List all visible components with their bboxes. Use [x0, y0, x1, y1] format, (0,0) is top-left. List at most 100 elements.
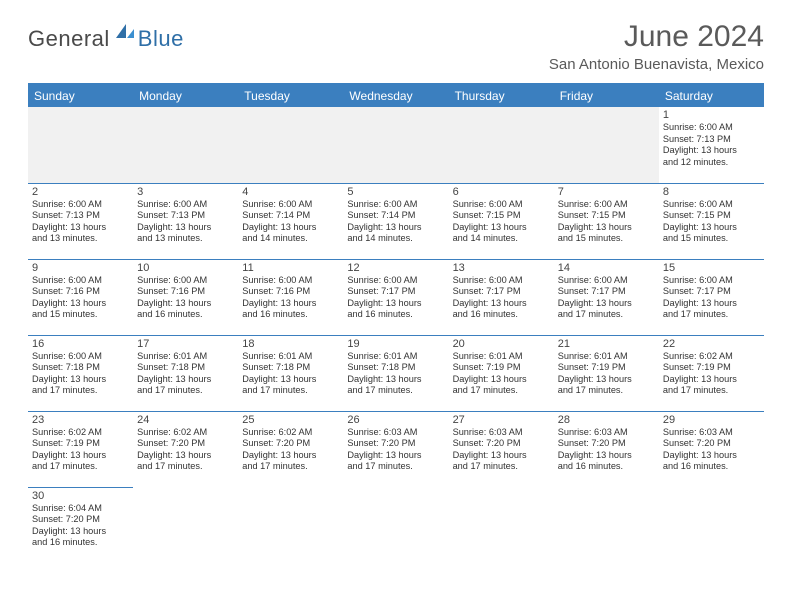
sunrise-text: Sunrise: 6:01 AM — [242, 351, 339, 363]
sunrise-text: Sunrise: 6:03 AM — [558, 427, 655, 439]
month-title: June 2024 — [549, 20, 764, 54]
day-number: 16 — [32, 338, 129, 350]
calendar-cell: 15Sunrise: 6:00 AMSunset: 7:17 PMDayligh… — [659, 259, 764, 335]
sunset-text: Sunset: 7:16 PM — [32, 286, 129, 298]
day-number: 19 — [347, 338, 444, 350]
day-number: 6 — [453, 186, 550, 198]
sunset-text: Sunset: 7:18 PM — [242, 362, 339, 374]
calendar-cell: 20Sunrise: 6:01 AMSunset: 7:19 PMDayligh… — [449, 335, 554, 411]
sunset-text: Sunset: 7:16 PM — [137, 286, 234, 298]
calendar-cell: 10Sunrise: 6:00 AMSunset: 7:16 PMDayligh… — [133, 259, 238, 335]
sunrise-text: Sunrise: 6:00 AM — [137, 199, 234, 211]
calendar-cell: 3Sunrise: 6:00 AMSunset: 7:13 PMDaylight… — [133, 183, 238, 259]
sunset-text: Sunset: 7:15 PM — [558, 210, 655, 222]
daylight-text: Daylight: 13 hours — [242, 222, 339, 234]
calendar-cell: 14Sunrise: 6:00 AMSunset: 7:17 PMDayligh… — [554, 259, 659, 335]
calendar-cell — [343, 487, 448, 563]
calendar-week-row: 16Sunrise: 6:00 AMSunset: 7:18 PMDayligh… — [28, 335, 764, 411]
sunset-text: Sunset: 7:18 PM — [32, 362, 129, 374]
calendar-cell: 9Sunrise: 6:00 AMSunset: 7:16 PMDaylight… — [28, 259, 133, 335]
day-number: 17 — [137, 338, 234, 350]
day-number: 11 — [242, 262, 339, 274]
sunset-text: Sunset: 7:19 PM — [32, 438, 129, 450]
daylight-text: and 17 minutes. — [137, 385, 234, 397]
daylight-text: Daylight: 13 hours — [558, 450, 655, 462]
daylight-text: and 16 minutes. — [347, 309, 444, 321]
daylight-text: and 16 minutes. — [663, 461, 760, 473]
day-number: 24 — [137, 414, 234, 426]
calendar-cell: 8Sunrise: 6:00 AMSunset: 7:15 PMDaylight… — [659, 183, 764, 259]
daylight-text: Daylight: 13 hours — [242, 450, 339, 462]
sunrise-text: Sunrise: 6:00 AM — [32, 275, 129, 287]
daylight-text: Daylight: 13 hours — [663, 145, 760, 157]
daylight-text: and 17 minutes. — [453, 385, 550, 397]
sunrise-text: Sunrise: 6:00 AM — [242, 275, 339, 287]
daylight-text: Daylight: 13 hours — [558, 298, 655, 310]
logo: General Blue — [28, 26, 184, 52]
daylight-text: Daylight: 13 hours — [137, 298, 234, 310]
day-number: 28 — [558, 414, 655, 426]
day-number: 29 — [663, 414, 760, 426]
day-number: 21 — [558, 338, 655, 350]
sunrise-text: Sunrise: 6:00 AM — [663, 199, 760, 211]
day-number: 13 — [453, 262, 550, 274]
day-number: 7 — [558, 186, 655, 198]
sunrise-text: Sunrise: 6:00 AM — [32, 351, 129, 363]
sunrise-text: Sunrise: 6:00 AM — [242, 199, 339, 211]
daylight-text: and 16 minutes. — [137, 309, 234, 321]
day-number: 27 — [453, 414, 550, 426]
daylight-text: and 17 minutes. — [242, 461, 339, 473]
sunset-text: Sunset: 7:13 PM — [137, 210, 234, 222]
sunset-text: Sunset: 7:17 PM — [453, 286, 550, 298]
day-header: Monday — [133, 84, 238, 107]
sunrise-text: Sunrise: 6:00 AM — [558, 275, 655, 287]
calendar-cell — [554, 107, 659, 183]
calendar-cell: 7Sunrise: 6:00 AMSunset: 7:15 PMDaylight… — [554, 183, 659, 259]
daylight-text: and 13 minutes. — [32, 233, 129, 245]
sunset-text: Sunset: 7:19 PM — [663, 362, 760, 374]
calendar-week-row: 1Sunrise: 6:00 AMSunset: 7:13 PMDaylight… — [28, 107, 764, 183]
day-number: 14 — [558, 262, 655, 274]
calendar-cell: 30Sunrise: 6:04 AMSunset: 7:20 PMDayligh… — [28, 487, 133, 563]
daylight-text: Daylight: 13 hours — [32, 526, 129, 538]
calendar-table: Sunday Monday Tuesday Wednesday Thursday… — [28, 83, 764, 563]
sunset-text: Sunset: 7:18 PM — [347, 362, 444, 374]
sunrise-text: Sunrise: 6:00 AM — [137, 275, 234, 287]
calendar-cell — [133, 107, 238, 183]
daylight-text: and 17 minutes. — [347, 461, 444, 473]
sunrise-text: Sunrise: 6:03 AM — [453, 427, 550, 439]
sunset-text: Sunset: 7:13 PM — [32, 210, 129, 222]
daylight-text: Daylight: 13 hours — [453, 450, 550, 462]
sunset-text: Sunset: 7:20 PM — [347, 438, 444, 450]
calendar-week-row: 9Sunrise: 6:00 AMSunset: 7:16 PMDaylight… — [28, 259, 764, 335]
daylight-text: and 14 minutes. — [453, 233, 550, 245]
daylight-text: and 17 minutes. — [242, 385, 339, 397]
sunrise-text: Sunrise: 6:01 AM — [453, 351, 550, 363]
daylight-text: Daylight: 13 hours — [242, 298, 339, 310]
calendar-cell — [449, 107, 554, 183]
day-number: 5 — [347, 186, 444, 198]
daylight-text: and 16 minutes. — [558, 461, 655, 473]
calendar-cell — [343, 107, 448, 183]
calendar-week-row: 2Sunrise: 6:00 AMSunset: 7:13 PMDaylight… — [28, 183, 764, 259]
daylight-text: Daylight: 13 hours — [663, 298, 760, 310]
daylight-text: and 16 minutes. — [453, 309, 550, 321]
daylight-text: and 17 minutes. — [347, 385, 444, 397]
sunrise-text: Sunrise: 6:02 AM — [137, 427, 234, 439]
day-header: Thursday — [449, 84, 554, 107]
location: San Antonio Buenavista, Mexico — [549, 56, 764, 73]
day-header: Tuesday — [238, 84, 343, 107]
sunset-text: Sunset: 7:20 PM — [558, 438, 655, 450]
sunset-text: Sunset: 7:14 PM — [242, 210, 339, 222]
header: General Blue June 2024 San Antonio Buena… — [28, 20, 764, 73]
sunset-text: Sunset: 7:20 PM — [242, 438, 339, 450]
calendar-cell: 21Sunrise: 6:01 AMSunset: 7:19 PMDayligh… — [554, 335, 659, 411]
day-number: 2 — [32, 186, 129, 198]
daylight-text: and 14 minutes. — [347, 233, 444, 245]
sunrise-text: Sunrise: 6:00 AM — [663, 275, 760, 287]
sunset-text: Sunset: 7:20 PM — [453, 438, 550, 450]
daylight-text: Daylight: 13 hours — [347, 374, 444, 386]
day-header: Sunday — [28, 84, 133, 107]
day-number: 30 — [32, 490, 129, 502]
daylight-text: Daylight: 13 hours — [32, 222, 129, 234]
